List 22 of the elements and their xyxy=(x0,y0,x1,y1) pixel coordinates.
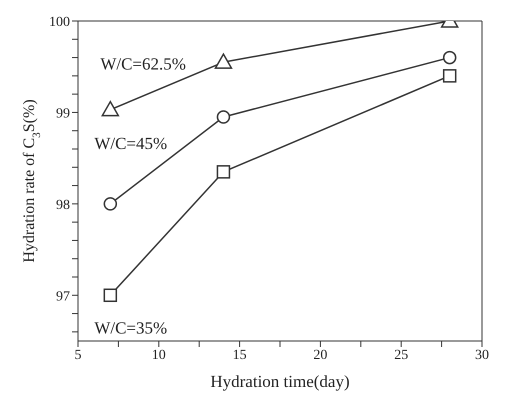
point xyxy=(104,197,118,211)
point xyxy=(102,100,120,116)
x-axis-title: Hydration time(day) xyxy=(210,372,350,391)
point xyxy=(442,50,456,64)
y-tick-label: 98 xyxy=(56,198,70,213)
x-tick-label: 20 xyxy=(313,348,328,363)
point xyxy=(104,288,118,302)
point xyxy=(442,69,456,83)
series-label: W/C=35% xyxy=(94,318,168,338)
point xyxy=(216,165,230,179)
point xyxy=(214,53,232,69)
x-tick-label: 5 xyxy=(74,348,82,363)
point xyxy=(216,110,230,124)
y-tick-label: 99 xyxy=(56,106,70,122)
x-tick-label: 10 xyxy=(152,348,166,363)
series-label: W/C=62.5% xyxy=(100,54,186,74)
x-tick-label: 25 xyxy=(394,348,408,363)
y-tick-label: 100 xyxy=(49,14,70,30)
x-tick-label: 15 xyxy=(232,348,247,363)
series-label: W/C=45% xyxy=(94,134,168,153)
y-tick-label: 97 xyxy=(56,289,70,304)
x-tick-label: 30 xyxy=(475,348,489,363)
